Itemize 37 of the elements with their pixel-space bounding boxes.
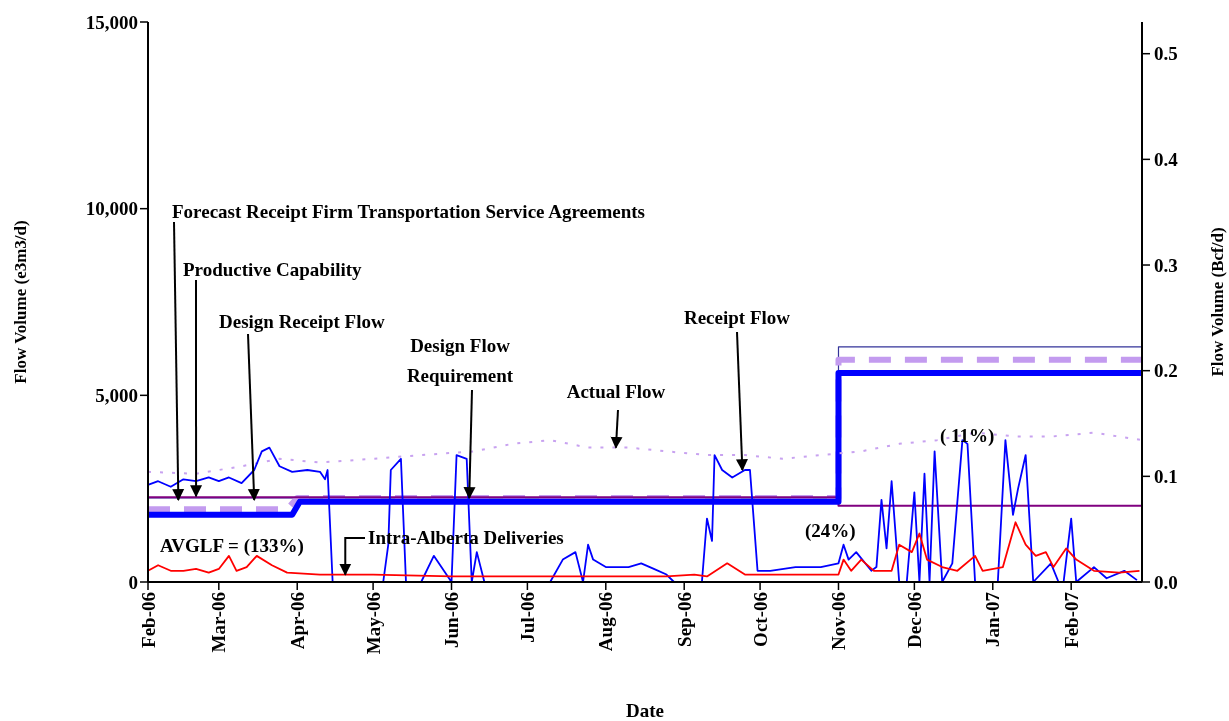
y2-tick-label: 0.0 bbox=[1154, 571, 1178, 593]
x-tick-label: Dec-06 bbox=[904, 592, 926, 648]
x-tick-label: Mar-06 bbox=[208, 592, 230, 653]
y2-tick-label: 0.2 bbox=[1154, 360, 1178, 382]
y2-axis-title: Flow Volume (Bcf/d) bbox=[1208, 227, 1227, 377]
y-tick-label: 5,000 bbox=[95, 384, 138, 406]
annotation: Actual Flow bbox=[566, 381, 666, 402]
line-series bbox=[147, 521, 1141, 578]
annotation: Forecast Receipt Firm Transportation Service Agreements bbox=[172, 201, 645, 222]
line-series bbox=[147, 431, 1143, 475]
annotation: AVGLF = (133%) bbox=[160, 535, 304, 557]
x-tick-label: Jun-06 bbox=[441, 592, 463, 648]
y2-tick-label: 0.3 bbox=[1154, 254, 1178, 276]
y-tick-label: 15,000 bbox=[85, 11, 138, 33]
annotation: ( 11%) bbox=[940, 425, 995, 447]
x-tick-label: Oct-06 bbox=[749, 592, 771, 647]
annotation: (24%) bbox=[805, 520, 856, 542]
annotation: Receipt Flow bbox=[683, 307, 791, 328]
x-tick-label: Feb-06 bbox=[137, 592, 159, 648]
x-tick-label: May-06 bbox=[362, 592, 384, 655]
x-tick-label: Apr-06 bbox=[286, 592, 308, 650]
x-tick-label: Sep-06 bbox=[673, 592, 695, 647]
x-axis-title: Date bbox=[626, 700, 664, 721]
annotation: Design Receipt Flow bbox=[219, 311, 385, 332]
annotation: Design Flow Requirement bbox=[406, 335, 514, 386]
y-tick-label: 0 bbox=[128, 571, 138, 593]
x-tick-label: Jul-06 bbox=[517, 592, 539, 643]
y-tick-label: 10,000 bbox=[85, 198, 138, 220]
x-tick-label: Feb-07 bbox=[1060, 591, 1082, 648]
x-tick-label: Jan-07 bbox=[982, 591, 1004, 647]
x-tick-label: Nov-06 bbox=[828, 592, 850, 651]
y2-tick-label: 0.1 bbox=[1154, 465, 1178, 487]
y-axis-title: Flow Volume (e3m3/d) bbox=[11, 220, 30, 384]
y2-tick-label: 0.5 bbox=[1154, 43, 1178, 65]
x-tick-label: Aug-06 bbox=[595, 592, 617, 652]
y2-tick-label: 0.4 bbox=[1154, 149, 1179, 171]
annotation: Productive Capability bbox=[183, 259, 363, 280]
